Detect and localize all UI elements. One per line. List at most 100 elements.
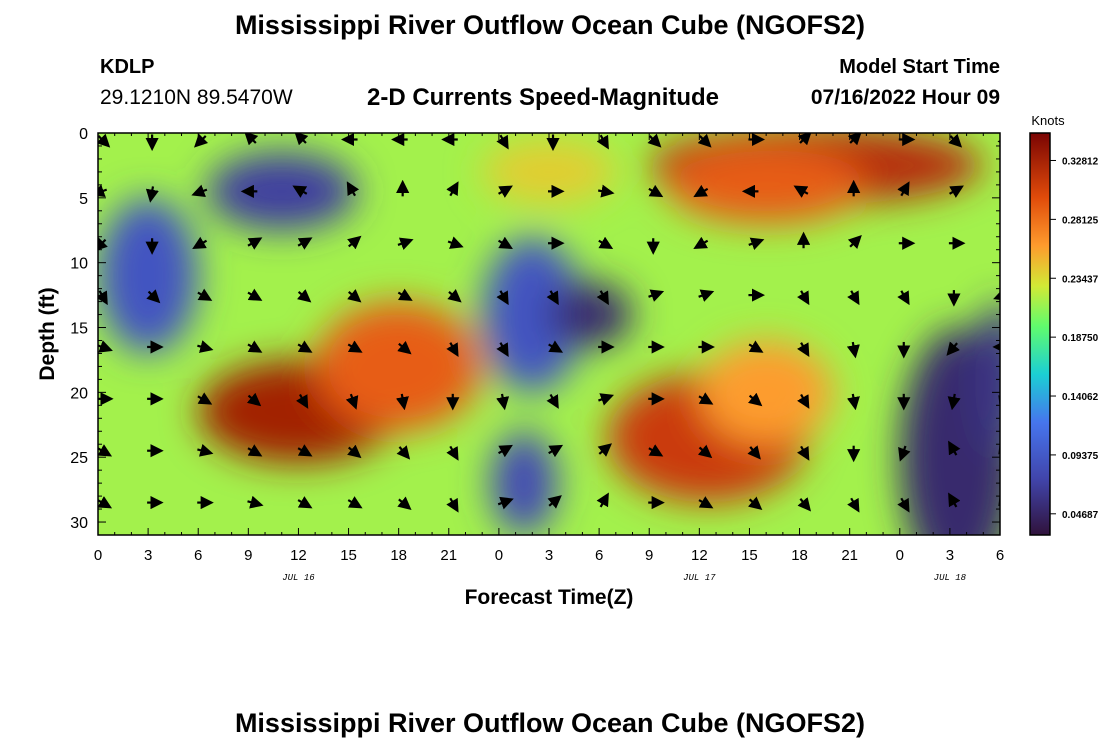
vector-arrow-3-7: [447, 289, 462, 303]
vector-arrow-5-4: [295, 393, 309, 409]
x-tick-label-0: 0: [94, 547, 102, 564]
vector-arrow-2-4: [297, 237, 313, 250]
next-chart-title: Mississippi River Outflow Ocean Cube (NG…: [234, 708, 866, 738]
vector-arrow-3-15: [847, 290, 860, 306]
x-tick-label-2: 6: [194, 547, 202, 564]
vector-arrow-6-10: [597, 443, 612, 457]
colorbar-gradient: [1029, 132, 1051, 536]
vector-arrow-0-12: [697, 133, 712, 148]
x-tick-label-17: 3: [946, 547, 954, 564]
vector-arrow-0-4: [294, 133, 309, 146]
vector-arrow-2-18: [999, 236, 1000, 250]
vector-arrow-6-14: [797, 445, 810, 461]
vector-arrow-1-8: [498, 185, 513, 198]
x-tick-label-15: 21: [841, 547, 858, 564]
colorbar-tick-label-6: 0.04687: [1062, 510, 1099, 521]
vector-arrow-0-8: [496, 134, 509, 150]
vector-arrow-3-1: [146, 289, 161, 304]
vector-arrow-7-6: [397, 496, 412, 511]
vector-arrow-4-6: [397, 340, 412, 355]
vector-arrow-7-8: [497, 496, 514, 510]
vector-arrow-6-11: [648, 444, 664, 457]
x-tick-label-16: 0: [896, 547, 904, 564]
y-axis: 0 5 10 15 20 25 30: [70, 126, 1000, 536]
vector-arrow-5-9: [546, 393, 559, 409]
field-blob-3: [315, 301, 483, 432]
vector-arrow-4-9: [548, 340, 564, 353]
vector-arrow-2-0: [98, 237, 108, 252]
x-tick-label-10: 6: [595, 547, 603, 564]
vector-arrow-0-0: [98, 133, 111, 148]
x-tick-label-12: 12: [691, 547, 708, 564]
vector-arrow-3-2: [197, 288, 213, 301]
colorbar-ticks: 0.32812 0.28125 0.23437 0.18750 0.14062 0.093…: [1050, 156, 1099, 521]
date-label-0: JUL 16: [282, 573, 315, 583]
vector-arrow-5-14: [797, 393, 810, 409]
vector-arrow-6-18: [998, 439, 1000, 455]
vector-arrow-6-4: [297, 444, 313, 457]
vector-arrow-7-18: [998, 491, 1000, 507]
x-tick-label-6: 18: [390, 547, 407, 564]
x-tick-label-18: 6: [996, 547, 1004, 564]
vector-arrow-4-15: [846, 341, 860, 359]
vector-arrow-1-14: [793, 185, 809, 198]
vector-arrow-4-0: [98, 340, 113, 353]
vector-arrow-7-10: [596, 492, 609, 508]
vector-arrow-6-12: [697, 444, 713, 459]
vector-arrow-7-16: [897, 497, 910, 513]
vector-arrow-4-17: [946, 341, 960, 356]
vector-arrow-1-11: [648, 184, 664, 198]
x-axis: 0 3 6 9 12 15 18 21 0 3 6 9 12 15 18 21 0 3 6: [94, 133, 1004, 564]
vector-arrow-6-6: [396, 445, 411, 460]
vector-arrow-1-7: [446, 181, 459, 197]
vector-arrow-5-13: [747, 392, 763, 407]
vector-arrow-4-13: [748, 340, 764, 353]
y-axis-title: Depth (ft): [36, 287, 59, 380]
station-id: KDLP: [100, 56, 155, 78]
vector-arrow-5-8: [496, 393, 510, 411]
x-tick-label-14: 18: [791, 547, 808, 564]
vector-arrow-7-17: [948, 492, 961, 508]
x-tick-label-7: 21: [440, 547, 457, 564]
vector-arrow-3-16: [897, 290, 910, 306]
vector-arrow-5-6: [395, 393, 409, 411]
vector-arrow-2-15: [847, 235, 862, 250]
vector-arrow-1-2: [191, 184, 208, 198]
colorbar-tick-label-1: 0.28125: [1062, 215, 1099, 226]
current-vectors: [98, 133, 1000, 513]
x-tick-label-3: 9: [244, 547, 252, 564]
colorbar-unit: Knots: [1031, 113, 1065, 128]
vector-arrow-1-0: [98, 184, 108, 198]
vector-arrow-1-12: [693, 184, 709, 198]
model-start-value: 07/16/2022 Hour 09: [810, 86, 1000, 109]
colorbar-tick-label-5: 0.09375: [1062, 451, 1099, 462]
vector-arrow-0-10: [596, 134, 609, 150]
vector-arrow-1-4: [292, 185, 308, 198]
vector-arrow-6-7: [446, 445, 459, 461]
vector-arrow-7-5: [347, 496, 363, 509]
vector-arrow-3-10: [596, 290, 609, 306]
vector-arrow-4-5: [347, 340, 363, 353]
vector-arrow-6-17: [948, 440, 961, 456]
vector-arrow-3-11: [648, 289, 665, 302]
vector-arrow-3-12: [698, 289, 715, 302]
vector-arrow-6-9: [548, 444, 564, 458]
vector-arrow-6-8: [498, 444, 513, 458]
vector-arrow-7-4: [297, 496, 313, 509]
vector-arrow-0-17: [948, 133, 963, 148]
vector-arrow-1-17: [949, 185, 964, 198]
vector-arrow-7-12: [698, 496, 714, 509]
vector-arrow-5-3: [246, 392, 262, 407]
y-tick-label-1: 5: [79, 191, 88, 208]
vector-arrow-3-8: [496, 290, 509, 306]
date-label-2: JUL 18: [934, 573, 967, 583]
y-tick-label-5: 25: [70, 450, 88, 467]
vector-arrow-1-5: [346, 181, 360, 197]
x-tick-label-11: 9: [645, 547, 653, 564]
vector-arrow-0-2: [194, 133, 209, 148]
vector-arrow-3-6: [397, 288, 413, 301]
colorbar-tick-label-0: 0.32812: [1062, 156, 1099, 167]
colorbar: Knots 0.32812 0.28125 0.23437 0.18750 0.1406…: [1029, 113, 1099, 536]
vector-arrow-2-3: [247, 237, 263, 250]
vector-arrow-3-0: [98, 290, 108, 306]
